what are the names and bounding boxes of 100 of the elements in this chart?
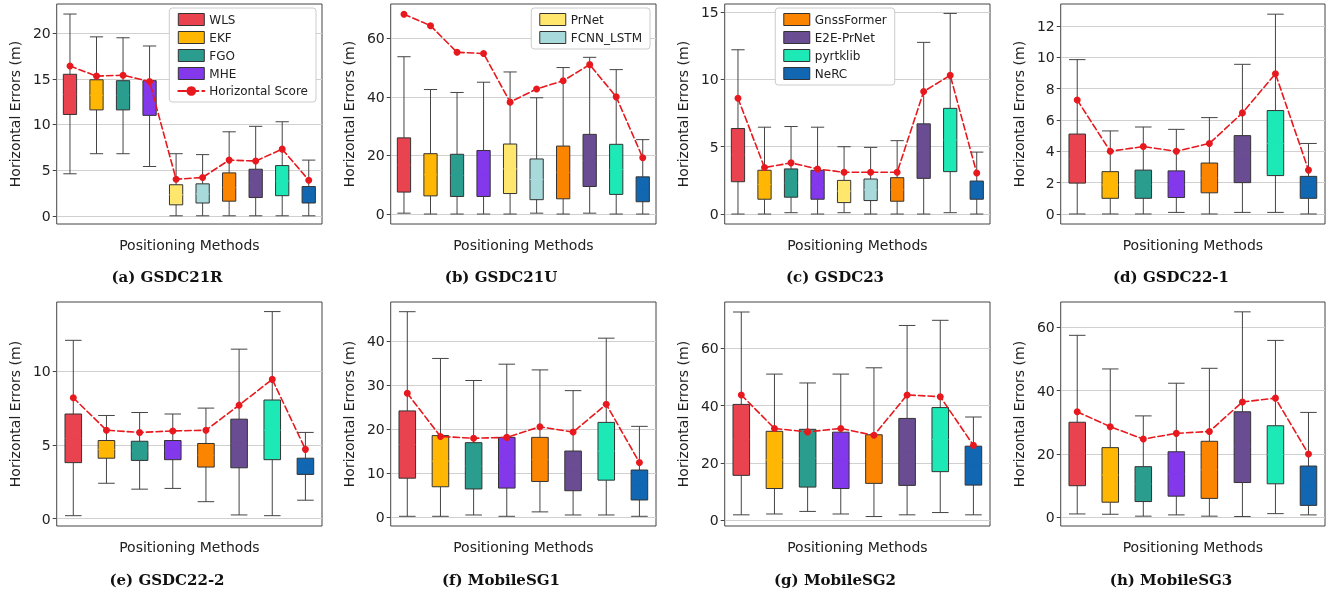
legend-label: WLS — [209, 12, 236, 27]
point — [737, 391, 745, 399]
point — [1172, 147, 1180, 155]
x-axis-title: Positioning Methods — [453, 539, 594, 555]
point — [1106, 147, 1114, 155]
point — [936, 393, 944, 401]
y-tick-label: 20 — [366, 420, 385, 437]
point — [427, 22, 435, 30]
y-axis-title: Horizontal Errors (m) — [675, 40, 691, 188]
y-tick-label: 6 — [1045, 111, 1055, 128]
point — [533, 85, 541, 93]
point — [453, 48, 461, 56]
y-tick-label: 30 — [366, 376, 385, 393]
point — [252, 157, 260, 165]
point — [235, 401, 243, 409]
point — [1271, 70, 1279, 78]
point — [1238, 398, 1246, 406]
point — [635, 459, 643, 466]
point — [734, 94, 742, 102]
y-tick-label: 12 — [1036, 17, 1055, 34]
point — [119, 71, 127, 79]
y-axis-title: Horizontal Errors (m) — [1011, 40, 1027, 188]
x-axis-title: Positioning Methods — [787, 237, 928, 253]
point — [480, 50, 488, 58]
point — [403, 389, 411, 397]
point — [1205, 139, 1213, 147]
point — [1073, 408, 1081, 416]
legend-label: EKF — [209, 30, 232, 45]
x-axis-title: Positioning Methods — [1122, 237, 1264, 253]
legend-label: E2E-PrNet — [814, 30, 876, 45]
legend-label: FGO — [209, 48, 235, 63]
point — [69, 394, 77, 402]
y-tick-label: 40 — [366, 88, 385, 105]
legend-label: FCNN_LSTM — [570, 30, 643, 45]
point — [202, 426, 210, 434]
point — [559, 77, 567, 85]
y-tick-label: 10 — [32, 363, 51, 380]
point — [225, 156, 233, 164]
legend-label: PrNet — [570, 12, 605, 27]
y-tick-label: 20 — [1036, 445, 1055, 462]
y-tick-label: 0 — [375, 509, 385, 526]
y-tick-label: 10 — [32, 116, 51, 133]
point — [1304, 450, 1312, 458]
point — [969, 441, 977, 449]
y-tick-label: 5 — [709, 138, 719, 155]
y-axis-title: Horizontal Errors (m) — [1011, 340, 1027, 488]
text: (d) GSDC22-1 — [1112, 267, 1230, 286]
point — [169, 427, 177, 435]
text: (c) GSDC23 — [785, 267, 885, 286]
text: (g) MobileSG2 — [773, 570, 897, 589]
legend-label: Horizontal Score — [209, 84, 309, 98]
point — [602, 400, 610, 408]
point — [586, 61, 594, 69]
point — [814, 165, 822, 173]
point — [1073, 96, 1081, 104]
point — [920, 88, 928, 96]
y-axis-title: Horizontal Errors (m) — [675, 340, 691, 488]
y-tick-label: 5 — [41, 162, 51, 179]
text: (h) MobileSG3 — [1109, 570, 1233, 589]
point — [946, 71, 954, 79]
x-axis-title: Positioning Methods — [119, 539, 260, 555]
y-tick-label: 40 — [700, 397, 719, 414]
point — [1172, 429, 1180, 437]
point — [470, 434, 478, 442]
legend-label: NeRC — [814, 66, 848, 81]
y-tick-label: 15 — [32, 70, 51, 87]
legend-label: GnssFormer — [814, 12, 887, 27]
y-tick-label: 2 — [1045, 174, 1055, 191]
point — [840, 168, 848, 176]
point — [639, 154, 647, 162]
point — [301, 445, 309, 453]
y-axis-title: Horizontal Errors (m) — [341, 40, 357, 188]
point — [1304, 166, 1312, 174]
y-axis-title: Horizontal Errors (m) — [7, 340, 23, 488]
y-tick-label: 10 — [700, 71, 719, 88]
point — [436, 432, 444, 440]
point — [1139, 143, 1147, 151]
y-axis-title: Horizontal Errors (m) — [7, 40, 23, 188]
text: (f) MobileSG1 — [442, 570, 560, 589]
x-axis-title: Positioning Methods — [119, 237, 260, 253]
y-tick-label: 0 — [375, 206, 385, 223]
point — [804, 428, 812, 436]
point — [612, 93, 620, 101]
text: (b) GSDC21U — [444, 267, 558, 286]
y-tick-label: 20 — [700, 454, 719, 471]
y-tick-label: 5 — [41, 436, 51, 453]
y-tick-label: 20 — [32, 25, 51, 42]
point — [305, 176, 313, 184]
y-tick-label: 4 — [1045, 143, 1055, 160]
y-tick-label: 15 — [700, 4, 719, 21]
legend-label: pyrtklib — [814, 48, 861, 63]
point — [761, 164, 769, 172]
y-tick-label: 40 — [1036, 382, 1055, 399]
x-axis-title: Positioning Methods — [1122, 539, 1264, 555]
x-axis-title: Positioning Methods — [453, 237, 594, 253]
y-tick-label: 60 — [366, 30, 385, 47]
text: (e) GSDC22-2 — [109, 570, 225, 589]
point — [1271, 394, 1279, 402]
point — [973, 169, 981, 177]
point — [870, 431, 878, 439]
